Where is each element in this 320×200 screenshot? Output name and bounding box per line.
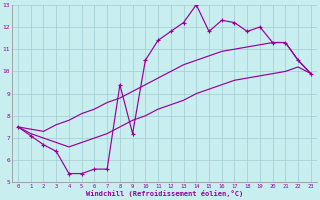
X-axis label: Windchill (Refroidissement éolien,°C): Windchill (Refroidissement éolien,°C)	[86, 190, 243, 197]
